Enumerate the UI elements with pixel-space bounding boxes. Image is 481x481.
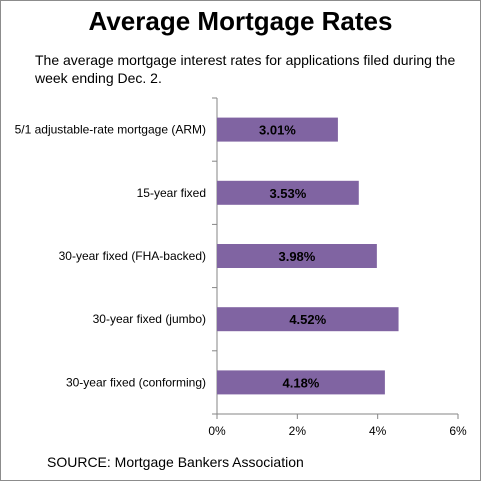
category-label: 30-year fixed (conforming) <box>66 375 206 389</box>
data-label: 4.18% <box>283 375 320 390</box>
bar <box>217 117 338 142</box>
bar <box>217 307 399 332</box>
category-label: 30-year fixed (FHA-backed) <box>59 249 206 263</box>
category-label: 30-year fixed (jumbo) <box>93 312 206 326</box>
category-label: 15-year fixed <box>137 186 206 200</box>
bar <box>217 370 385 395</box>
data-label: 3.98% <box>278 249 315 264</box>
data-label: 3.53% <box>269 186 306 201</box>
x-tick-label: 6% <box>449 424 467 438</box>
source-note: SOURCE: Mortgage Bankers Association <box>47 454 304 470</box>
category-label: 5/1 adjustable-rate mortgage (ARM) <box>15 123 206 137</box>
x-tick-label: 2% <box>289 424 307 438</box>
chart-subtitle: The average mortgage interest rates for … <box>35 52 456 86</box>
chart-title: Average Mortgage Rates <box>88 6 393 36</box>
data-label: 4.52% <box>289 312 326 327</box>
bar <box>217 180 359 205</box>
bar <box>217 244 377 268</box>
data-label: 3.01% <box>259 123 296 138</box>
x-tick-label: 0% <box>208 424 226 438</box>
x-tick-label: 4% <box>369 424 387 438</box>
